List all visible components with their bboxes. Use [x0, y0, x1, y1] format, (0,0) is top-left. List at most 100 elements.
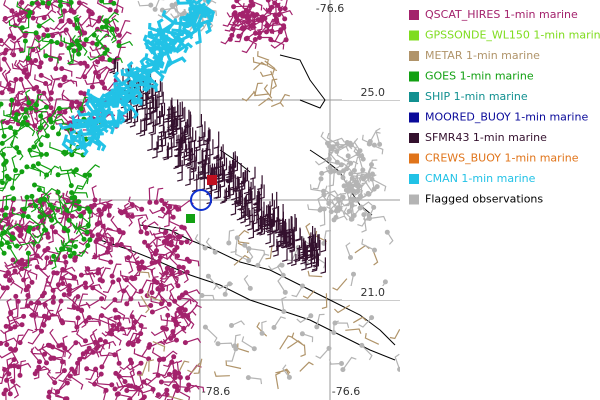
- station-dot: [19, 25, 25, 31]
- wind-barb: [29, 222, 47, 229]
- wind-barb: [118, 31, 132, 43]
- wind-barb: [109, 57, 123, 64]
- station-dot: [76, 206, 82, 212]
- station-dot: [227, 281, 233, 287]
- station-dot: [59, 66, 65, 72]
- station-dot: [29, 193, 35, 199]
- wind-barb: [154, 389, 168, 400]
- station-dot: [42, 302, 48, 308]
- wind-barb: [91, 185, 97, 201]
- station-dot: [37, 198, 43, 204]
- wind-barb: [67, 50, 75, 65]
- wind-barb: [55, 361, 64, 374]
- station-dot: [255, 262, 261, 268]
- station-dot: [13, 115, 19, 121]
- wind-barb: [59, 79, 75, 86]
- wind-barb: [87, 52, 106, 61]
- wind-barb: [288, 231, 294, 250]
- wind-barb: [6, 364, 14, 381]
- wind-barb: [73, 14, 79, 29]
- wind-barb: [34, 35, 49, 43]
- wind-barb: [98, 266, 105, 282]
- wind-barb: [88, 373, 102, 385]
- wind-barb: [3, 58, 12, 74]
- wind-barb: [343, 207, 353, 220]
- station-dot: [72, 257, 78, 263]
- station-dot: [1, 250, 7, 256]
- wind-barb: [169, 116, 176, 132]
- station-dot: [174, 245, 180, 250]
- station-dot: [99, 364, 105, 370]
- wind-barb: [146, 291, 163, 302]
- wind-barb: [363, 186, 378, 197]
- station-dot: [42, 196, 48, 202]
- wind-barb: [76, 329, 86, 342]
- wind-barb: [138, 271, 151, 278]
- wind-barb: [5, 320, 20, 327]
- wind-barb: [204, 19, 212, 35]
- station-dot: [382, 279, 388, 285]
- wind-barb: [19, 40, 26, 54]
- wind-barb: [64, 230, 71, 245]
- wind-barb: [61, 89, 73, 103]
- station-dot: [69, 42, 75, 48]
- wind-barb: [37, 261, 52, 271]
- station-dot: [2, 367, 8, 373]
- wind-barb: [331, 142, 348, 153]
- station-dot: [100, 223, 106, 229]
- wind-barb: [162, 41, 176, 57]
- wind-barb: [1, 134, 19, 144]
- wind-barb: [96, 33, 112, 45]
- wind-barb: [38, 17, 55, 27]
- wind-barb: [85, 298, 102, 307]
- station-dot: [109, 27, 115, 33]
- station-dot: [8, 346, 14, 352]
- wind-barb: [284, 228, 290, 247]
- station-dot: [230, 26, 236, 32]
- wind-barb: [191, 0, 203, 6]
- wind-barb: [11, 10, 18, 26]
- wind-barb: [219, 170, 226, 188]
- station-dot: [68, 8, 74, 14]
- station-dot: [348, 142, 354, 148]
- wind-barb: [155, 236, 163, 251]
- wind-barb: [158, 269, 173, 277]
- station-dot: [48, 105, 54, 111]
- station-dot: [35, 243, 41, 249]
- station-dot: [0, 152, 6, 157]
- wind-barb: [146, 32, 161, 46]
- wind-barb: [274, 9, 293, 16]
- station-dot: [348, 196, 353, 202]
- wind-barb: [317, 195, 323, 209]
- station-dot: [110, 279, 116, 285]
- wind-barb: [42, 312, 57, 325]
- wind-barb: [184, 123, 190, 138]
- wind-barb: [0, 178, 10, 192]
- station-dot: [54, 270, 60, 276]
- station-dot: [340, 367, 346, 373]
- station-dot: [15, 298, 21, 304]
- wind-barb: [180, 126, 186, 145]
- station-dot: [33, 30, 39, 36]
- wind-barb: [174, 385, 191, 393]
- wind-barb: [0, 269, 9, 274]
- wind-barb: [89, 332, 97, 349]
- wind-barb: [150, 95, 157, 113]
- wind-barb: [124, 211, 133, 227]
- station-dot: [99, 313, 105, 319]
- station-dot: [107, 241, 113, 247]
- wind-barb: [327, 137, 346, 144]
- wind-barb: [252, 57, 267, 66]
- wind-barb: [46, 165, 60, 176]
- wind-barb: [147, 135, 153, 152]
- wind-barb: [193, 358, 203, 374]
- wind-barb: [12, 301, 19, 319]
- wind-barb: [224, 165, 230, 181]
- wind-barb: [314, 234, 320, 252]
- station-dot: [96, 207, 102, 213]
- station-dot: [132, 275, 138, 281]
- station-dot: [37, 214, 43, 220]
- wind-barb: [95, 66, 111, 74]
- legend-swatch: [409, 174, 419, 184]
- wind-barb: [115, 76, 131, 88]
